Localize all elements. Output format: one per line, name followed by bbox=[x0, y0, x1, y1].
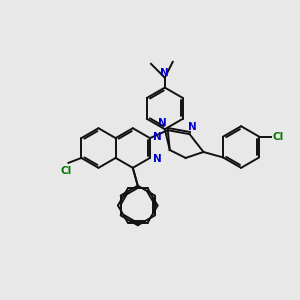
Text: N: N bbox=[158, 118, 167, 128]
Text: N: N bbox=[160, 68, 169, 78]
Text: Cl: Cl bbox=[61, 166, 72, 176]
Text: Cl: Cl bbox=[272, 132, 283, 142]
Text: N: N bbox=[153, 154, 162, 164]
Text: N: N bbox=[153, 132, 162, 142]
Text: N: N bbox=[188, 122, 197, 132]
